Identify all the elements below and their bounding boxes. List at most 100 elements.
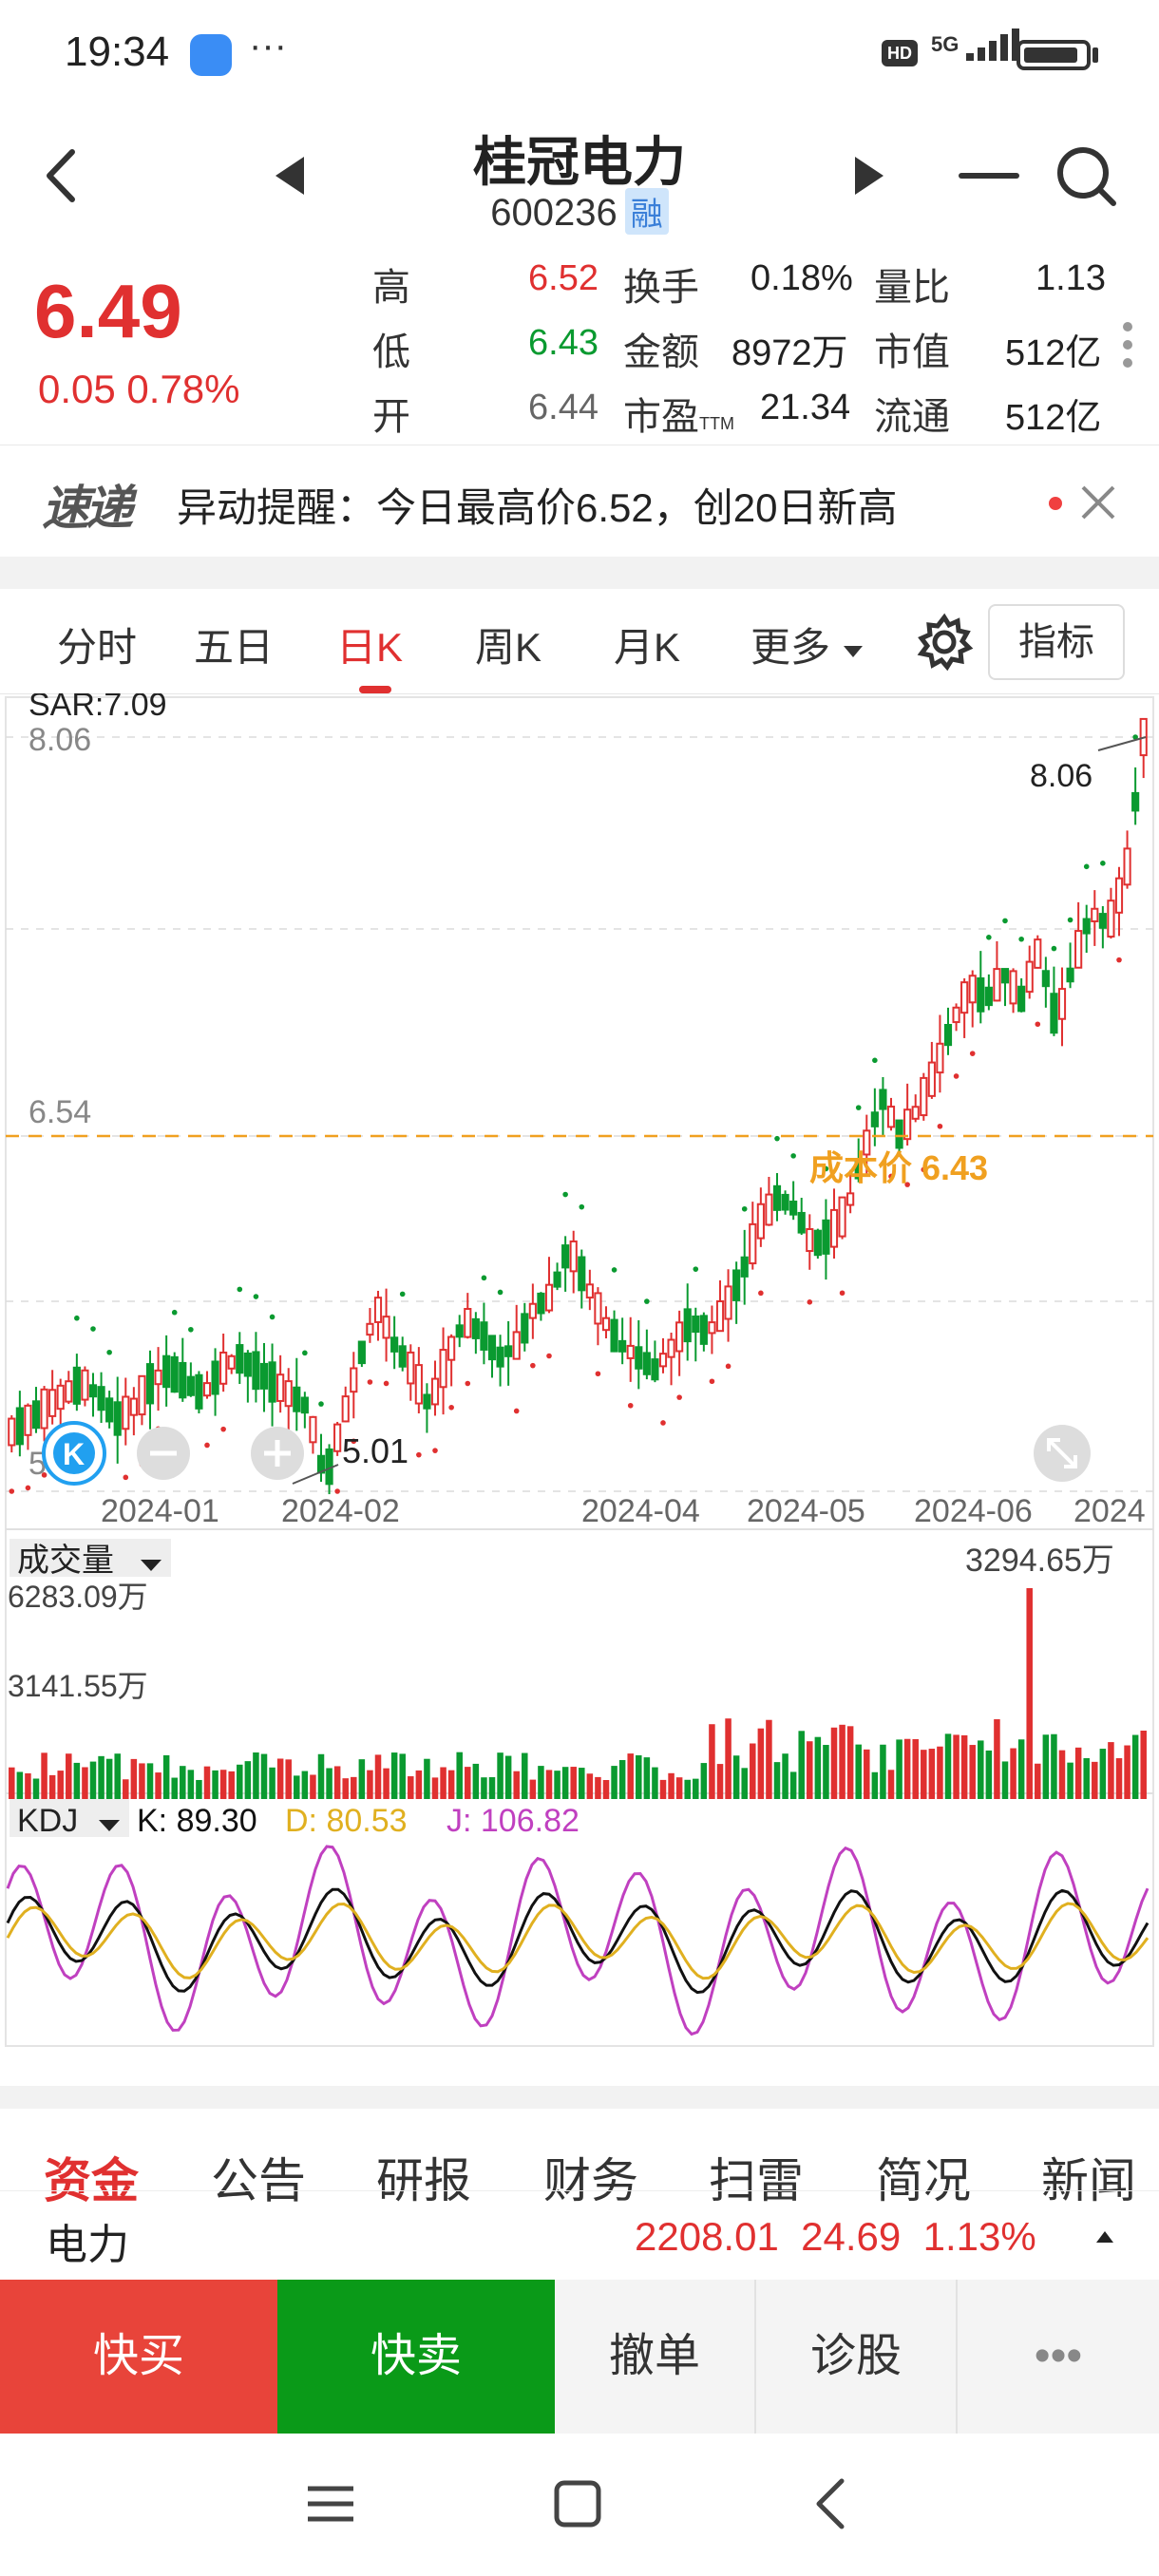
sar-dot	[888, 1173, 894, 1180]
tab-five-day[interactable]: 五日	[194, 625, 275, 670]
volume-bar	[611, 1766, 618, 1799]
zoom-in-icon[interactable]	[251, 1427, 304, 1480]
candle	[105, 1397, 114, 1423]
back-icon[interactable]	[28, 142, 95, 209]
nav-back-icon[interactable]	[804, 2475, 861, 2537]
sar-dot	[106, 1349, 112, 1355]
sar-dot	[807, 1299, 813, 1305]
volume-bar	[1035, 1763, 1041, 1799]
sar-dot	[1083, 863, 1090, 870]
volume-bar	[9, 1767, 15, 1799]
sar-dot	[953, 1073, 960, 1079]
sar-dot	[774, 1135, 780, 1142]
sar-dot	[25, 1485, 31, 1491]
candle	[1123, 847, 1131, 886]
tab-daily-k[interactable]: 日K	[336, 625, 404, 670]
volume-bar	[326, 1768, 332, 1799]
tab-news[interactable]: 新闻	[1041, 2154, 1136, 2207]
tab-more-label: 更多	[750, 625, 831, 670]
turnover-value: 0.18%	[750, 258, 853, 298]
volume-bar	[896, 1739, 902, 1799]
more-vertical-icon[interactable]	[1121, 321, 1134, 373]
sar-dot	[1051, 945, 1057, 952]
volume-bar	[253, 1752, 259, 1799]
quick-sell-button[interactable]: 快卖	[277, 2280, 555, 2434]
candle	[772, 1184, 782, 1211]
volume-bar	[887, 1770, 895, 1799]
home-icon[interactable]	[549, 2475, 606, 2537]
volume-tick-top: 6283.09万	[8, 1580, 148, 1614]
diagnose-button[interactable]: 诊股	[756, 2280, 958, 2434]
next-stock-icon[interactable]	[836, 142, 902, 209]
tab-weekly-k[interactable]: 周K	[475, 625, 542, 670]
candle	[268, 1361, 276, 1403]
sar-dot	[399, 1291, 406, 1297]
tab-research[interactable]: 研报	[376, 2154, 471, 2207]
fullscreen-icon[interactable]	[1034, 1425, 1091, 1482]
candle	[1091, 907, 1099, 922]
stock-code: 600236	[490, 192, 618, 234]
candle	[122, 1395, 130, 1430]
sar-dot	[351, 1438, 357, 1445]
tab-announcements[interactable]: 公告	[211, 2154, 306, 2207]
menu-icon[interactable]	[302, 2475, 359, 2537]
close-icon[interactable]	[1077, 482, 1119, 528]
candle	[24, 1404, 32, 1436]
cancel-order-button[interactable]: 撤单	[555, 2280, 756, 2434]
minimize-icon[interactable]	[956, 142, 1022, 209]
chevron-down-icon	[99, 1820, 120, 1831]
quick-buy-button[interactable]: 快买	[0, 2280, 277, 2434]
candle	[635, 1346, 643, 1370]
volume-bar	[880, 1744, 886, 1799]
candle	[699, 1315, 708, 1345]
volume-bar	[294, 1775, 300, 1799]
tab-risk-scan[interactable]: 扫雷	[709, 2154, 804, 2207]
volume-label[interactable]: 成交量	[17, 1543, 114, 1579]
tab-profile[interactable]: 简况	[876, 2154, 971, 2207]
sector-row[interactable]: 电力 2208.01 24.69 1.13%	[0, 2190, 1159, 2281]
volume-tick-mid: 3141.55万	[8, 1669, 148, 1703]
x-tick: 2024	[1074, 1493, 1146, 1529]
candle	[797, 1211, 806, 1234]
market-cap-value: 512亿	[1005, 333, 1102, 373]
sar-dot	[513, 1408, 520, 1414]
x-tick: 2024-04	[581, 1493, 700, 1529]
volume-bar	[1058, 1750, 1066, 1799]
cost-price-label: 成本价 6.43	[809, 1148, 988, 1187]
volume-bar	[855, 1744, 862, 1799]
tab-more[interactable]: 更多	[750, 616, 864, 673]
sar-dot	[383, 1380, 390, 1387]
x-tick: 2024-01	[101, 1493, 219, 1529]
sar-dot	[448, 1404, 454, 1411]
candle	[715, 1299, 725, 1333]
candle	[373, 1297, 383, 1323]
volume-bar	[66, 1753, 72, 1799]
indicator-button[interactable]: 指标	[988, 604, 1125, 680]
candle	[618, 1339, 627, 1353]
sar-dot	[302, 1350, 308, 1356]
prev-stock-icon[interactable]	[256, 142, 323, 209]
kdj-label[interactable]: KDJ	[17, 1803, 78, 1839]
k-logo-icon[interactable]: K	[42, 1421, 106, 1486]
tab-monthly-k[interactable]: 月K	[614, 625, 681, 670]
more-button[interactable]: •••	[958, 2280, 1159, 2434]
volume-bar	[693, 1778, 699, 1799]
volume-bar	[32, 1778, 40, 1799]
volume-ratio-value: 1.13	[1036, 258, 1106, 298]
volume-bar	[538, 1766, 544, 1799]
volume-bar	[260, 1753, 268, 1799]
alert-text: 异动提醒：今日最高价6.52，创20日新高	[177, 485, 898, 530]
zoom-out-icon[interactable]	[137, 1427, 190, 1480]
gear-icon[interactable]	[914, 612, 975, 677]
search-icon[interactable]	[1053, 142, 1119, 209]
tab-intraday[interactable]: 分时	[57, 625, 138, 670]
tab-funds[interactable]: 资金	[44, 2154, 139, 2207]
candle	[578, 1256, 586, 1292]
volume-bar	[285, 1759, 292, 1799]
tab-finance[interactable]: 财务	[543, 2154, 638, 2207]
alert-bar[interactable]: 速递 异动提醒：今日最高价6.52，创20日新高	[0, 445, 1159, 558]
kline-chart[interactable]: SAR:7.09 8.06 6.54 5.01 8.06 5.01 成本价 6.…	[0, 687, 1159, 2052]
sar-dot	[758, 1290, 764, 1297]
candle	[822, 1219, 830, 1255]
volume-bar	[928, 1749, 936, 1799]
